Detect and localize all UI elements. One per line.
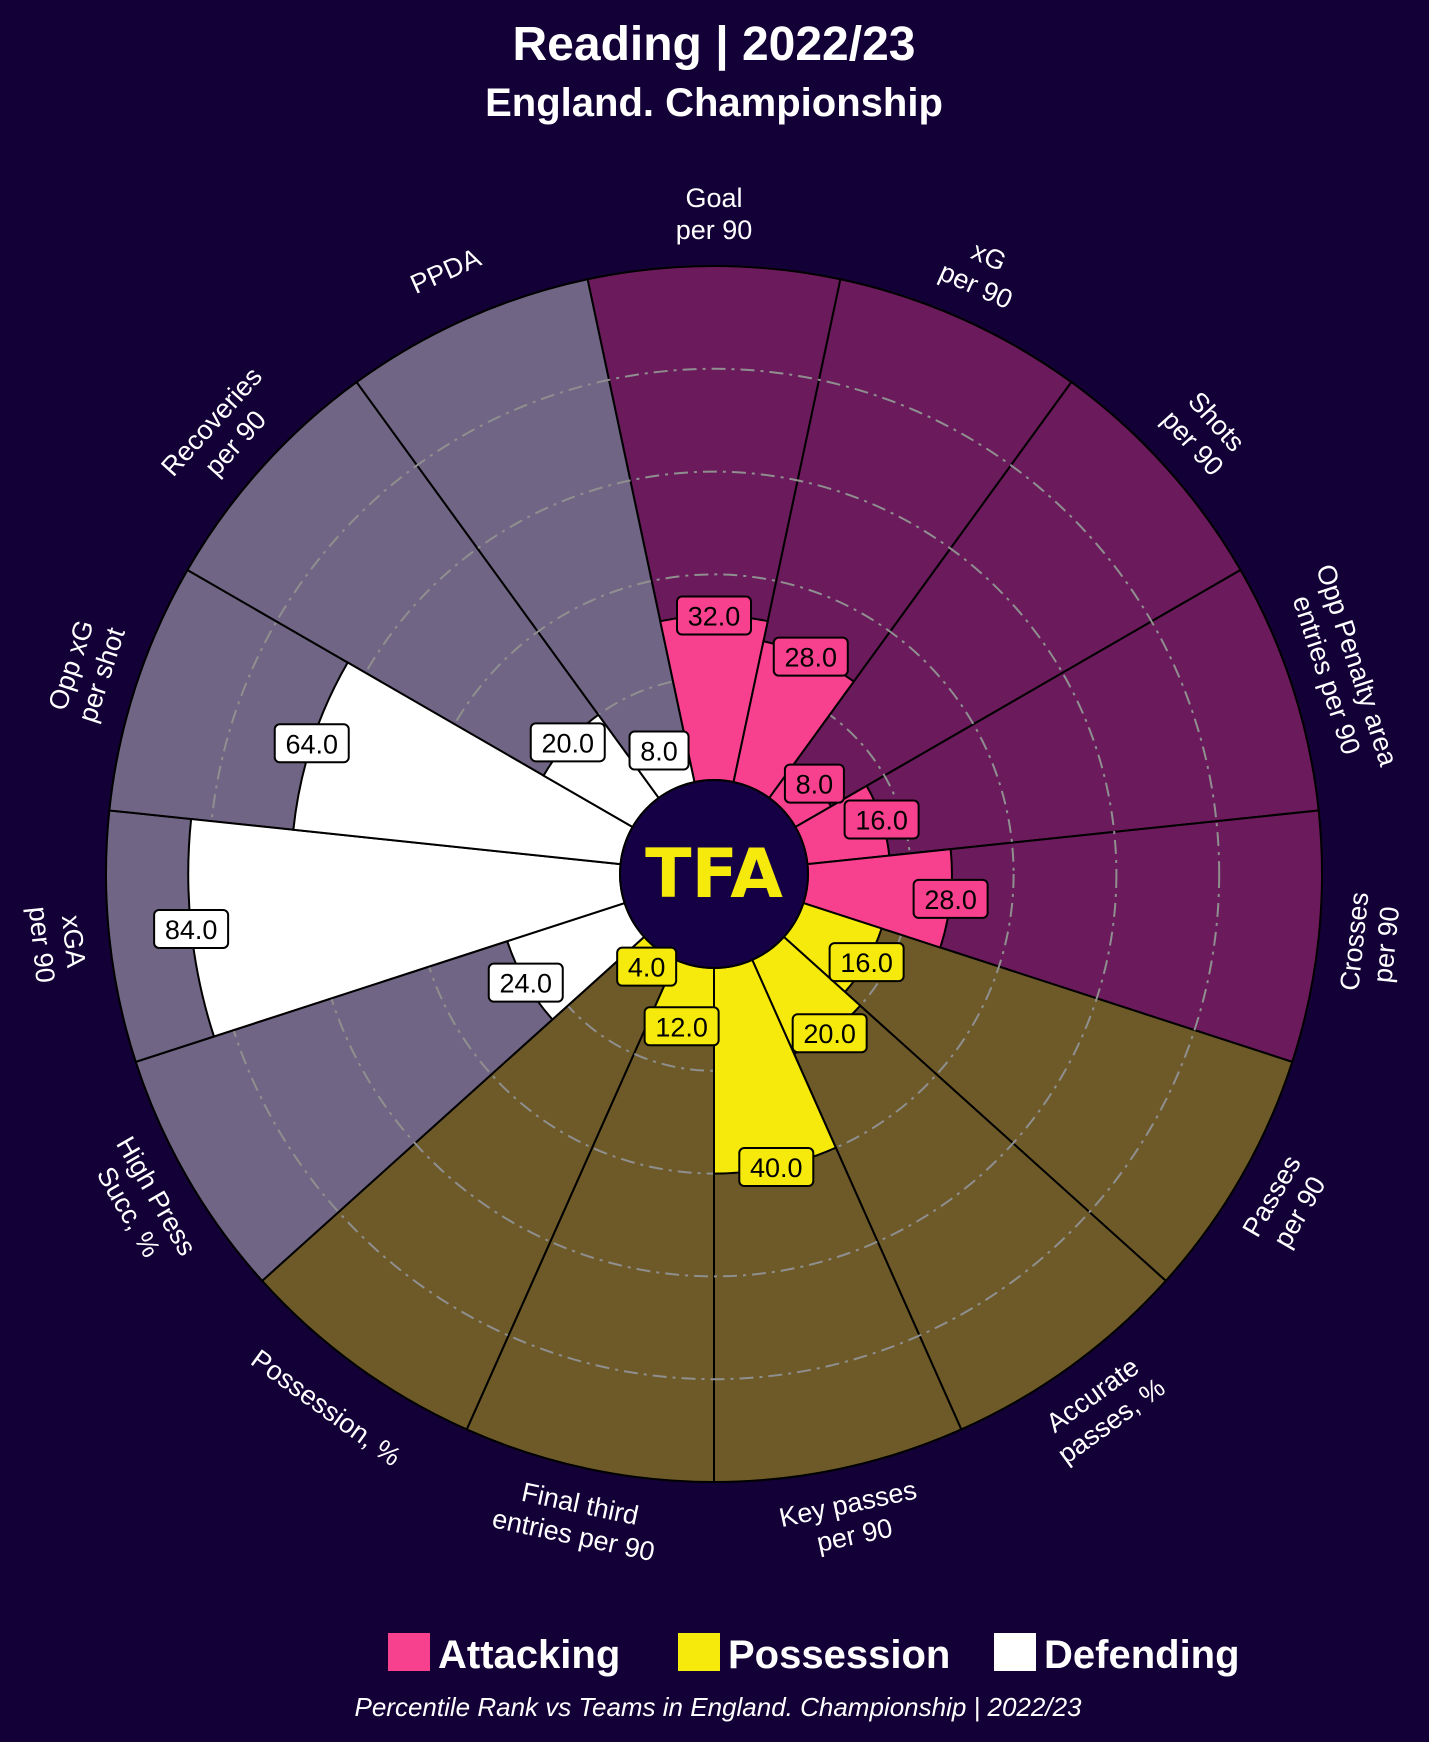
value-text: 20.0 [803, 1019, 856, 1049]
value-box [783, 763, 845, 804]
value-box [738, 1147, 815, 1188]
value-label: 40.0 [738, 1147, 815, 1188]
legend-item-defending: Defending [994, 1633, 1240, 1677]
value-box [487, 962, 564, 1003]
value-text: 24.0 [499, 969, 552, 999]
param-label-line: xGA [56, 914, 91, 969]
chart-title: Reading | 2022/23 [513, 18, 916, 71]
value-label: 8.0 [628, 730, 690, 771]
value-box [791, 1013, 868, 1054]
param-label-line: Goal [685, 183, 742, 213]
param-label: PPDA [406, 242, 485, 299]
legend: Attacking Possession Defending [388, 1633, 1240, 1677]
value-text: 40.0 [750, 1153, 803, 1183]
value-text: 8.0 [640, 737, 678, 767]
value-labels: 32.0 28.0 8.0 16.0 28.0 16.0 20.0 40.0 12.0 4.0 24… [153, 595, 989, 1188]
value-box [772, 636, 849, 677]
value-label: 16.0 [828, 942, 905, 983]
value-box [153, 908, 230, 949]
legend-label: Possession [728, 1633, 950, 1677]
value-label: 28.0 [772, 636, 849, 677]
value-label: 20.0 [529, 722, 606, 763]
value-text: 32.0 [688, 602, 741, 632]
legend-swatch [994, 1633, 1036, 1671]
chart-subtitle: England. Championship [485, 81, 943, 125]
value-label: 84.0 [153, 908, 230, 949]
value-label: 20.0 [791, 1013, 868, 1054]
value-text: 64.0 [285, 729, 338, 759]
value-box [616, 946, 678, 987]
gridline [310, 470, 1118, 1278]
value-label: 8.0 [783, 763, 845, 804]
value-label: 16.0 [843, 799, 920, 840]
value-box [273, 723, 350, 764]
param-label-line: per 90 [23, 905, 61, 984]
value-text: 12.0 [655, 1012, 708, 1042]
param-label-line: per 90 [1367, 905, 1405, 984]
value-box [628, 730, 690, 771]
value-text: 28.0 [924, 885, 977, 915]
value-label: 4.0 [616, 946, 678, 987]
value-text: 28.0 [784, 643, 837, 673]
value-label: 64.0 [273, 723, 350, 764]
tfa-logo: TFA [645, 835, 783, 914]
legend-label: Attacking [438, 1633, 620, 1677]
footer-note: Percentile Rank vs Teams in England. Cha… [355, 1692, 1083, 1722]
value-box [828, 942, 905, 983]
value-text: 84.0 [165, 915, 218, 945]
value-text: 20.0 [541, 728, 594, 758]
legend-swatch [678, 1633, 720, 1671]
value-text: 16.0 [855, 806, 908, 836]
value-text: 16.0 [840, 948, 893, 978]
value-label: 12.0 [643, 1006, 720, 1047]
legend-item-possession: Possession [678, 1633, 950, 1677]
param-label-line: per 90 [676, 215, 753, 245]
legend-swatch [388, 1633, 430, 1671]
center-circle [619, 779, 809, 969]
value-box [643, 1006, 720, 1047]
legend-item-attacking: Attacking [388, 1633, 620, 1677]
value-label: 28.0 [912, 878, 989, 919]
value-box [912, 878, 989, 919]
value-text: 8.0 [796, 770, 834, 800]
legend-label: Defending [1044, 1633, 1240, 1677]
value-box [676, 595, 752, 636]
value-box [843, 799, 920, 840]
param-label-line: PPDA [406, 242, 485, 299]
value-label: 24.0 [487, 962, 564, 1003]
value-text: 4.0 [628, 953, 666, 983]
value-label: 32.0 [676, 595, 752, 636]
value-box [529, 722, 606, 763]
